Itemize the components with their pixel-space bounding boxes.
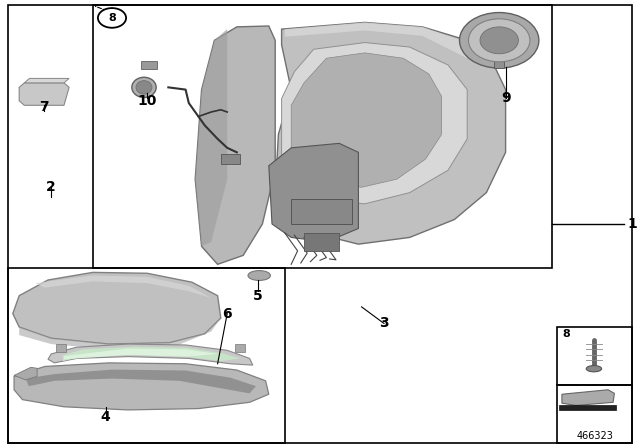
Text: 9: 9	[500, 90, 511, 105]
Circle shape	[460, 13, 539, 68]
Polygon shape	[19, 83, 69, 105]
Ellipse shape	[248, 271, 271, 280]
Ellipse shape	[136, 81, 152, 94]
Text: 2: 2	[46, 180, 56, 194]
Polygon shape	[282, 43, 467, 204]
Text: 8: 8	[562, 329, 570, 339]
Polygon shape	[64, 349, 218, 359]
Polygon shape	[13, 272, 221, 344]
Text: 7: 7	[38, 99, 49, 114]
Bar	[304, 233, 339, 251]
Ellipse shape	[132, 77, 156, 98]
Bar	[291, 199, 352, 224]
Text: 3: 3	[379, 316, 389, 331]
Ellipse shape	[586, 366, 602, 372]
Polygon shape	[285, 22, 486, 63]
Polygon shape	[269, 143, 358, 242]
Bar	[559, 405, 616, 410]
Bar	[56, 344, 66, 352]
Polygon shape	[63, 347, 240, 361]
Bar	[93, 5, 552, 268]
Text: 1: 1	[627, 217, 637, 231]
Text: 466323: 466323	[577, 431, 614, 441]
Bar	[8, 268, 285, 443]
Polygon shape	[35, 276, 211, 298]
Text: 8: 8	[108, 13, 116, 23]
Polygon shape	[195, 29, 227, 246]
Polygon shape	[14, 367, 37, 380]
Polygon shape	[48, 344, 253, 365]
Polygon shape	[26, 370, 256, 393]
Bar	[235, 344, 245, 352]
Polygon shape	[562, 390, 614, 405]
Text: 10: 10	[138, 94, 157, 108]
Bar	[557, 327, 632, 385]
Bar	[494, 60, 504, 68]
Text: 5: 5	[253, 289, 263, 303]
Polygon shape	[19, 318, 221, 349]
Text: 6: 6	[222, 306, 232, 321]
Circle shape	[98, 8, 126, 28]
Bar	[141, 61, 157, 69]
Bar	[557, 385, 632, 443]
Circle shape	[468, 19, 530, 62]
Polygon shape	[14, 363, 269, 410]
Text: 4: 4	[100, 409, 111, 424]
Bar	[221, 154, 240, 164]
Polygon shape	[195, 26, 275, 264]
Polygon shape	[291, 53, 442, 187]
Polygon shape	[275, 22, 506, 244]
Polygon shape	[24, 78, 69, 83]
Circle shape	[480, 27, 518, 54]
